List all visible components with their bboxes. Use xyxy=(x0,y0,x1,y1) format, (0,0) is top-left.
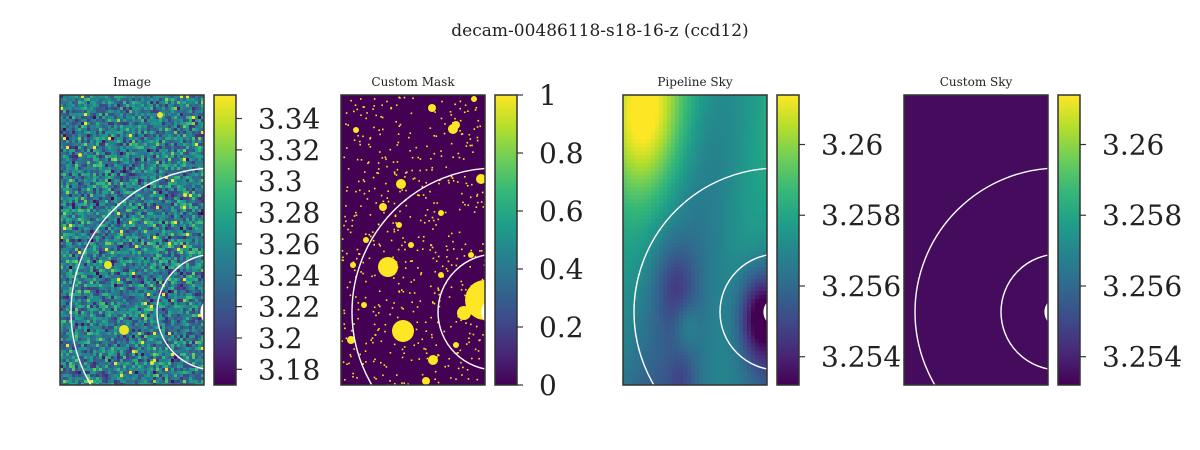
colorbar-tick-label: 3.258 xyxy=(821,199,901,232)
panel-title: Pipeline Sky xyxy=(657,75,733,89)
panel-title: Image xyxy=(113,75,151,89)
colorbar-tick-label: 0.6 xyxy=(539,195,584,228)
panel-frame xyxy=(59,94,205,386)
figure-title: decam-00486118-s18-16-z (ccd12) xyxy=(451,21,748,41)
panel-title: Custom Sky xyxy=(940,75,1013,89)
colorbar xyxy=(213,94,237,386)
panels-group: Image3.183.23.223.243.263.283.33.323.34C… xyxy=(59,75,1182,402)
colorbar-tick-label: 3.2 xyxy=(258,322,303,355)
panel-custom-mask: Custom Mask 0 0.2 0.4 0.6 0.8 1 xyxy=(340,75,584,402)
colorbar-tick-label: 0.8 xyxy=(539,137,584,170)
colorbar-tick-label: 3.26 xyxy=(258,228,320,261)
heatmap-image xyxy=(904,95,1048,385)
colorbar-tick-label: 3.256 xyxy=(1102,270,1182,303)
colorbar-tick-label: 3.28 xyxy=(258,197,320,230)
colorbar-tick-label: 3.254 xyxy=(821,341,901,374)
panel-frame xyxy=(903,94,1049,386)
panel-image: Image 3.183.23.223.243.263.283.33.323.34 xyxy=(59,75,320,386)
colorbar-tick-label: 3.26 xyxy=(1102,129,1164,162)
colorbar-tick-label: 3.256 xyxy=(821,270,901,303)
panel-frame xyxy=(622,94,768,386)
panel-frame xyxy=(340,94,486,386)
colorbar xyxy=(494,94,518,386)
panel-pipeline-sky: Pipeline Sky 3.254 3.256 3.258 3.26 xyxy=(622,75,901,386)
panel-custom-sky: Custom Sky 3.254 3.256 3.258 3.26 xyxy=(903,75,1182,386)
colorbar-tick-label: 3.34 xyxy=(258,103,320,136)
panel-title: Custom Mask xyxy=(371,75,455,89)
colorbar-tick-label: 3.258 xyxy=(1102,199,1182,232)
colorbar-tick-label: 3.18 xyxy=(258,353,320,386)
colorbar-tick-label: 0.4 xyxy=(539,253,584,286)
heatmap-image xyxy=(341,95,485,385)
heatmap-image xyxy=(60,95,204,385)
heatmap-image xyxy=(623,95,767,385)
colorbar-tick-label: 3.22 xyxy=(258,291,320,324)
colorbar-tick-label: 3.254 xyxy=(1102,341,1182,374)
colorbar-tick-label: 0 xyxy=(539,369,557,402)
colorbar-tick-label: 3.24 xyxy=(258,259,320,292)
colorbar-tick-label: 0.2 xyxy=(539,311,584,344)
colorbar xyxy=(776,94,800,386)
colorbar-tick-label: 3.3 xyxy=(258,165,303,198)
colorbar-tick-label: 3.26 xyxy=(821,129,883,162)
colorbar xyxy=(1057,94,1081,386)
colorbar-tick-label: 1 xyxy=(539,79,557,112)
colorbar-tick-label: 3.32 xyxy=(258,134,320,167)
